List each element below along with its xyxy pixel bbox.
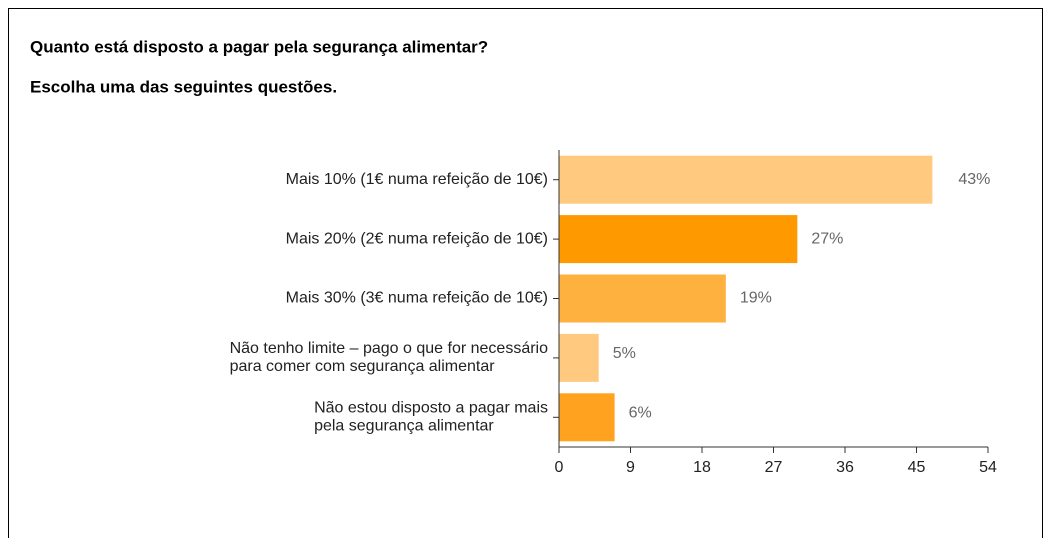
x-tick-label: 36 xyxy=(836,459,854,476)
y-tick-label: Não tenho limite – pago o que for necess… xyxy=(230,340,549,375)
bar xyxy=(559,393,615,442)
chart-title: Quanto está disposto a pagar pela segura… xyxy=(30,37,488,56)
x-tick-label: 54 xyxy=(979,459,997,476)
x-tick-label: 18 xyxy=(693,459,711,476)
value-label: 6% xyxy=(629,405,652,422)
value-label: 27% xyxy=(811,230,843,247)
value-label: 5% xyxy=(613,345,636,362)
bar xyxy=(559,155,933,204)
x-tick-label: 0 xyxy=(555,459,564,476)
bar xyxy=(559,333,599,382)
chart-subtitle: Escolha uma das seguintes questões. xyxy=(30,77,337,96)
value-label: 19% xyxy=(740,290,772,307)
x-tick-label: 45 xyxy=(908,459,926,476)
y-tick-label: Mais 20% (2€ numa refeição de 10€) xyxy=(286,230,548,247)
value-label: 43% xyxy=(958,171,990,188)
x-tick-label: 27 xyxy=(765,459,783,476)
y-tick-label: Mais 30% (3€ numa refeição de 10€) xyxy=(286,290,548,307)
bar xyxy=(559,215,798,264)
bar xyxy=(559,274,726,323)
y-tick-label: Mais 10% (1€ numa refeição de 10€) xyxy=(286,171,548,188)
x-tick-label: 9 xyxy=(626,459,635,476)
y-tick-label: Não estou disposto a pagar mais pela segu… xyxy=(314,400,548,435)
frame xyxy=(8,8,1043,538)
